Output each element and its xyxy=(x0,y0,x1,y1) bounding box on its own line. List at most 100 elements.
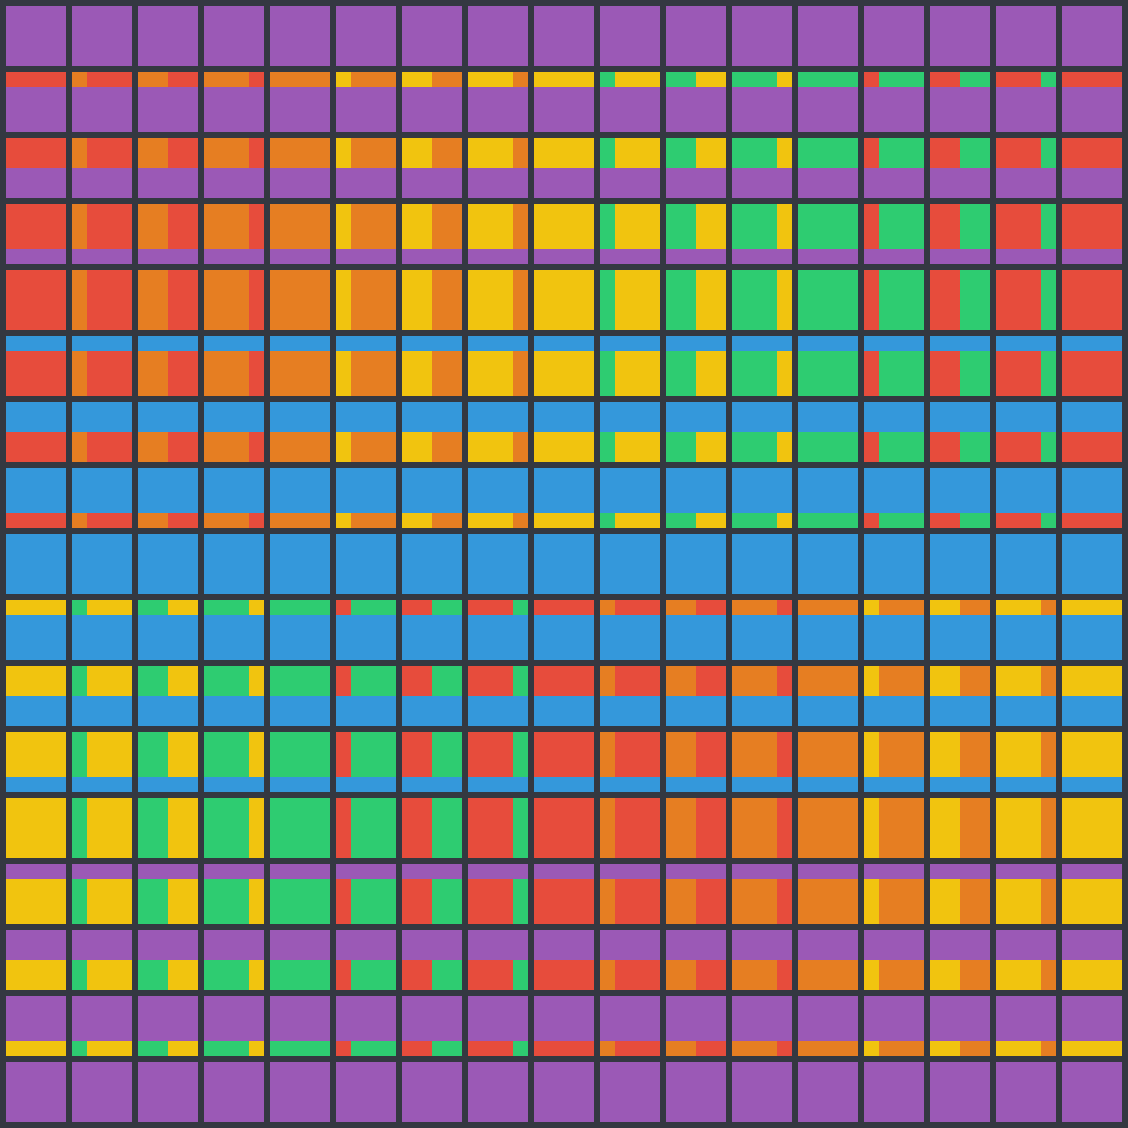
cube-face xyxy=(336,534,396,594)
cube-face xyxy=(534,666,594,696)
cube-face xyxy=(336,1041,351,1056)
cube-face xyxy=(468,864,528,879)
cube-face xyxy=(864,138,879,168)
cube-face xyxy=(798,432,858,462)
cube-face xyxy=(777,1041,792,1056)
cube-face xyxy=(732,1041,777,1056)
cube-face xyxy=(930,468,990,513)
cube-face xyxy=(798,960,858,990)
cube-face xyxy=(666,666,696,696)
cube-face xyxy=(534,402,594,432)
cube-face xyxy=(996,204,1041,249)
cube-face xyxy=(432,879,462,924)
cube-face xyxy=(879,666,924,696)
cube-face xyxy=(930,930,990,960)
cube-face xyxy=(270,996,330,1041)
cube-face xyxy=(864,249,924,264)
cube-face xyxy=(138,351,168,396)
cube-face xyxy=(72,960,87,990)
cube-face xyxy=(336,864,396,879)
cube-face xyxy=(6,270,66,330)
cube-face xyxy=(798,879,858,924)
cube-face xyxy=(696,600,726,615)
cube-face xyxy=(204,6,264,66)
cube-face xyxy=(468,615,528,660)
cube-face xyxy=(336,960,351,990)
cube-face xyxy=(138,864,198,879)
cube-face xyxy=(960,72,990,87)
cube-face xyxy=(1062,468,1122,513)
cube-face xyxy=(6,960,66,990)
cube-face xyxy=(777,666,792,696)
cube-face xyxy=(402,666,432,696)
cube-face xyxy=(336,87,396,132)
cube-face xyxy=(402,249,462,264)
cube-face xyxy=(798,168,858,198)
cube-face xyxy=(666,87,726,132)
cube-face xyxy=(402,336,462,351)
cube-face xyxy=(6,6,66,66)
cube-face xyxy=(732,996,792,1041)
cube-face xyxy=(534,696,594,726)
cube-face xyxy=(534,204,594,249)
cube-face xyxy=(732,270,777,330)
cube-face xyxy=(930,87,990,132)
cube-face xyxy=(864,798,879,858)
cube-face xyxy=(402,6,462,66)
cube-face xyxy=(1062,87,1122,132)
cube-face xyxy=(864,1062,924,1122)
cube-face xyxy=(777,732,792,777)
cube-face xyxy=(666,249,726,264)
cube-face xyxy=(204,336,264,351)
cube-face xyxy=(168,432,198,462)
cube-face xyxy=(798,615,858,660)
cube-face xyxy=(534,72,594,87)
cube-face xyxy=(1041,513,1056,528)
cube-face xyxy=(138,534,198,594)
cube-face xyxy=(600,615,660,660)
cube-face xyxy=(249,72,264,87)
cube-face xyxy=(72,1062,132,1122)
cube-face xyxy=(432,1041,462,1056)
cube-face xyxy=(615,72,660,87)
cube-face xyxy=(1062,798,1122,858)
cube-face xyxy=(864,168,924,198)
cube-face xyxy=(930,732,960,777)
cube-face xyxy=(732,87,792,132)
cube-face xyxy=(798,1062,858,1122)
cube-face xyxy=(777,204,792,249)
cube-face xyxy=(666,615,726,660)
cube-face xyxy=(204,930,264,960)
cube-face xyxy=(87,600,132,615)
cube-face xyxy=(666,138,696,168)
cube-face xyxy=(996,1062,1056,1122)
cube-face xyxy=(336,249,396,264)
cube-face xyxy=(336,600,351,615)
cube-face xyxy=(468,336,528,351)
cube-face xyxy=(270,732,330,777)
cube-face xyxy=(402,1062,462,1122)
cube-face xyxy=(666,798,696,858)
cube-face xyxy=(996,468,1056,513)
cube-face xyxy=(351,732,396,777)
cube-face xyxy=(72,468,132,513)
cube-face xyxy=(777,513,792,528)
cube-face xyxy=(138,930,198,960)
cube-face xyxy=(336,879,351,924)
cube-face xyxy=(732,615,792,660)
cube-face xyxy=(432,270,462,330)
cube-face xyxy=(960,513,990,528)
cube-face xyxy=(1062,960,1122,990)
cube-face xyxy=(732,72,777,87)
cube-face xyxy=(1041,270,1056,330)
cube-face xyxy=(468,930,528,960)
cube-face xyxy=(402,960,432,990)
cube-face xyxy=(600,996,660,1041)
cube-face xyxy=(666,204,696,249)
cube-face xyxy=(204,204,249,249)
cube-face xyxy=(138,777,198,792)
cube-face xyxy=(168,351,198,396)
cube-face xyxy=(168,138,198,168)
cube-face xyxy=(600,696,660,726)
cube-face xyxy=(600,468,660,513)
